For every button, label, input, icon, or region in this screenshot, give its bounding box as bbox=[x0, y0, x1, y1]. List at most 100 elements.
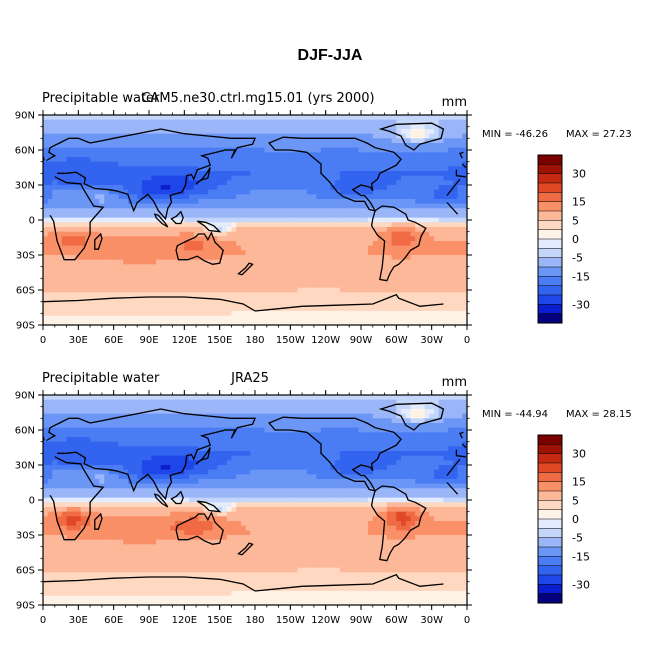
heatmap-cell bbox=[368, 213, 374, 219]
heatmap-cell bbox=[434, 143, 440, 149]
heatmap-cell bbox=[99, 147, 105, 153]
heatmap-cell bbox=[372, 306, 379, 312]
heatmap-cell bbox=[90, 227, 96, 233]
coastline bbox=[195, 167, 211, 185]
heatmap-cell bbox=[448, 143, 454, 149]
colorbar-box bbox=[537, 210, 563, 221]
heatmap-cell bbox=[189, 250, 195, 256]
heatmap-cell bbox=[415, 283, 421, 289]
heatmap-cell bbox=[448, 297, 454, 303]
heatmap-cell bbox=[429, 119, 435, 125]
heatmap-cell bbox=[141, 185, 148, 191]
heatmap-cell bbox=[240, 231, 247, 237]
heatmap-cell bbox=[448, 287, 454, 293]
heatmap-cell bbox=[52, 129, 58, 135]
heatmap-cell bbox=[344, 203, 350, 209]
heatmap-cell bbox=[118, 311, 124, 317]
heatmap-cell bbox=[273, 133, 280, 139]
heatmap-cell bbox=[410, 269, 416, 275]
heatmap-cell bbox=[189, 413, 195, 419]
heatmap-cell bbox=[353, 395, 360, 401]
heatmap-cell bbox=[306, 259, 313, 265]
heatmap-cell bbox=[401, 147, 407, 153]
heatmap-cell bbox=[353, 143, 360, 149]
heatmap-cell bbox=[94, 255, 101, 261]
heatmap-cell bbox=[344, 119, 350, 125]
heatmap-cell bbox=[179, 138, 185, 144]
heatmap-cell bbox=[278, 208, 284, 214]
heatmap-cell bbox=[108, 395, 115, 401]
heatmap-cell bbox=[85, 208, 91, 214]
heatmap-cell bbox=[250, 301, 256, 307]
heatmap-cell bbox=[71, 199, 77, 205]
heatmap-cell bbox=[283, 236, 289, 242]
heatmap-cell bbox=[325, 115, 331, 121]
heatmap-cell bbox=[151, 208, 157, 214]
heatmap-cell bbox=[118, 199, 124, 205]
heatmap-cell bbox=[386, 119, 393, 125]
heatmap-cell bbox=[386, 185, 393, 191]
heatmap-cell bbox=[127, 259, 134, 265]
heatmap-cell bbox=[113, 236, 119, 242]
heatmap-cell bbox=[259, 217, 266, 223]
heatmap-cell bbox=[377, 413, 383, 419]
heatmap-cell bbox=[316, 185, 322, 191]
heatmap-cell bbox=[283, 203, 289, 209]
heatmap-cell bbox=[292, 124, 298, 130]
heatmap-cell bbox=[156, 241, 162, 247]
heatmap-cell bbox=[170, 227, 176, 233]
heatmap-cell bbox=[57, 203, 63, 209]
heatmap-cell bbox=[405, 427, 412, 433]
heatmap-cell bbox=[434, 287, 440, 293]
heatmap-cell bbox=[443, 301, 449, 307]
heatmap-cell bbox=[226, 129, 233, 135]
heatmap-cell bbox=[207, 320, 214, 325]
heatmap-cell bbox=[240, 259, 247, 265]
heatmap-cell bbox=[132, 273, 138, 279]
heatmap-cell bbox=[391, 320, 397, 325]
heatmap-cell bbox=[424, 208, 430, 214]
heatmap-cell bbox=[335, 231, 341, 237]
heatmap-cell bbox=[75, 236, 82, 242]
heatmap-cell bbox=[203, 115, 209, 121]
heatmap-cell bbox=[250, 315, 256, 321]
heatmap-cell bbox=[156, 278, 162, 284]
heatmap-cell bbox=[57, 283, 63, 289]
heatmap-cell bbox=[306, 138, 313, 144]
heatmap-cell bbox=[410, 147, 416, 153]
heatmap-cell bbox=[269, 152, 275, 158]
heatmap-cell bbox=[396, 236, 402, 242]
heatmap-cell bbox=[222, 175, 228, 181]
heatmap-cell bbox=[259, 423, 266, 429]
heatmap-cell bbox=[419, 404, 426, 410]
heatmap-cell bbox=[43, 129, 49, 135]
heatmap-cell bbox=[207, 115, 214, 121]
heatmap-cell bbox=[297, 203, 303, 209]
heatmap-cell bbox=[264, 292, 270, 298]
heatmap-cell bbox=[292, 203, 298, 209]
heatmap-cell bbox=[170, 418, 176, 424]
heatmap-cell bbox=[306, 413, 313, 419]
heatmap-cell bbox=[75, 143, 82, 149]
heatmap-cell bbox=[419, 278, 426, 284]
heatmap-cell bbox=[231, 269, 237, 275]
heatmap-cell bbox=[80, 395, 86, 401]
heatmap-cell bbox=[259, 311, 266, 317]
heatmap-cell bbox=[160, 269, 167, 275]
heatmap-cell bbox=[452, 133, 459, 139]
heatmap-cell bbox=[156, 311, 162, 317]
heatmap-cell bbox=[429, 259, 435, 265]
heatmap-cell bbox=[415, 217, 421, 223]
heatmap-cell bbox=[325, 161, 331, 167]
heatmap-cell bbox=[104, 213, 110, 219]
heatmap-cell bbox=[405, 301, 412, 307]
heatmap-cell bbox=[457, 199, 463, 205]
heatmap-cell bbox=[302, 161, 308, 167]
heatmap-cell bbox=[386, 264, 393, 270]
heatmap-cell bbox=[245, 273, 251, 279]
heatmap-cell bbox=[61, 395, 68, 401]
heatmap-cell bbox=[401, 166, 407, 172]
heatmap-cell bbox=[448, 157, 454, 163]
heatmap-cell bbox=[141, 287, 148, 293]
heatmap-cell bbox=[146, 287, 152, 293]
